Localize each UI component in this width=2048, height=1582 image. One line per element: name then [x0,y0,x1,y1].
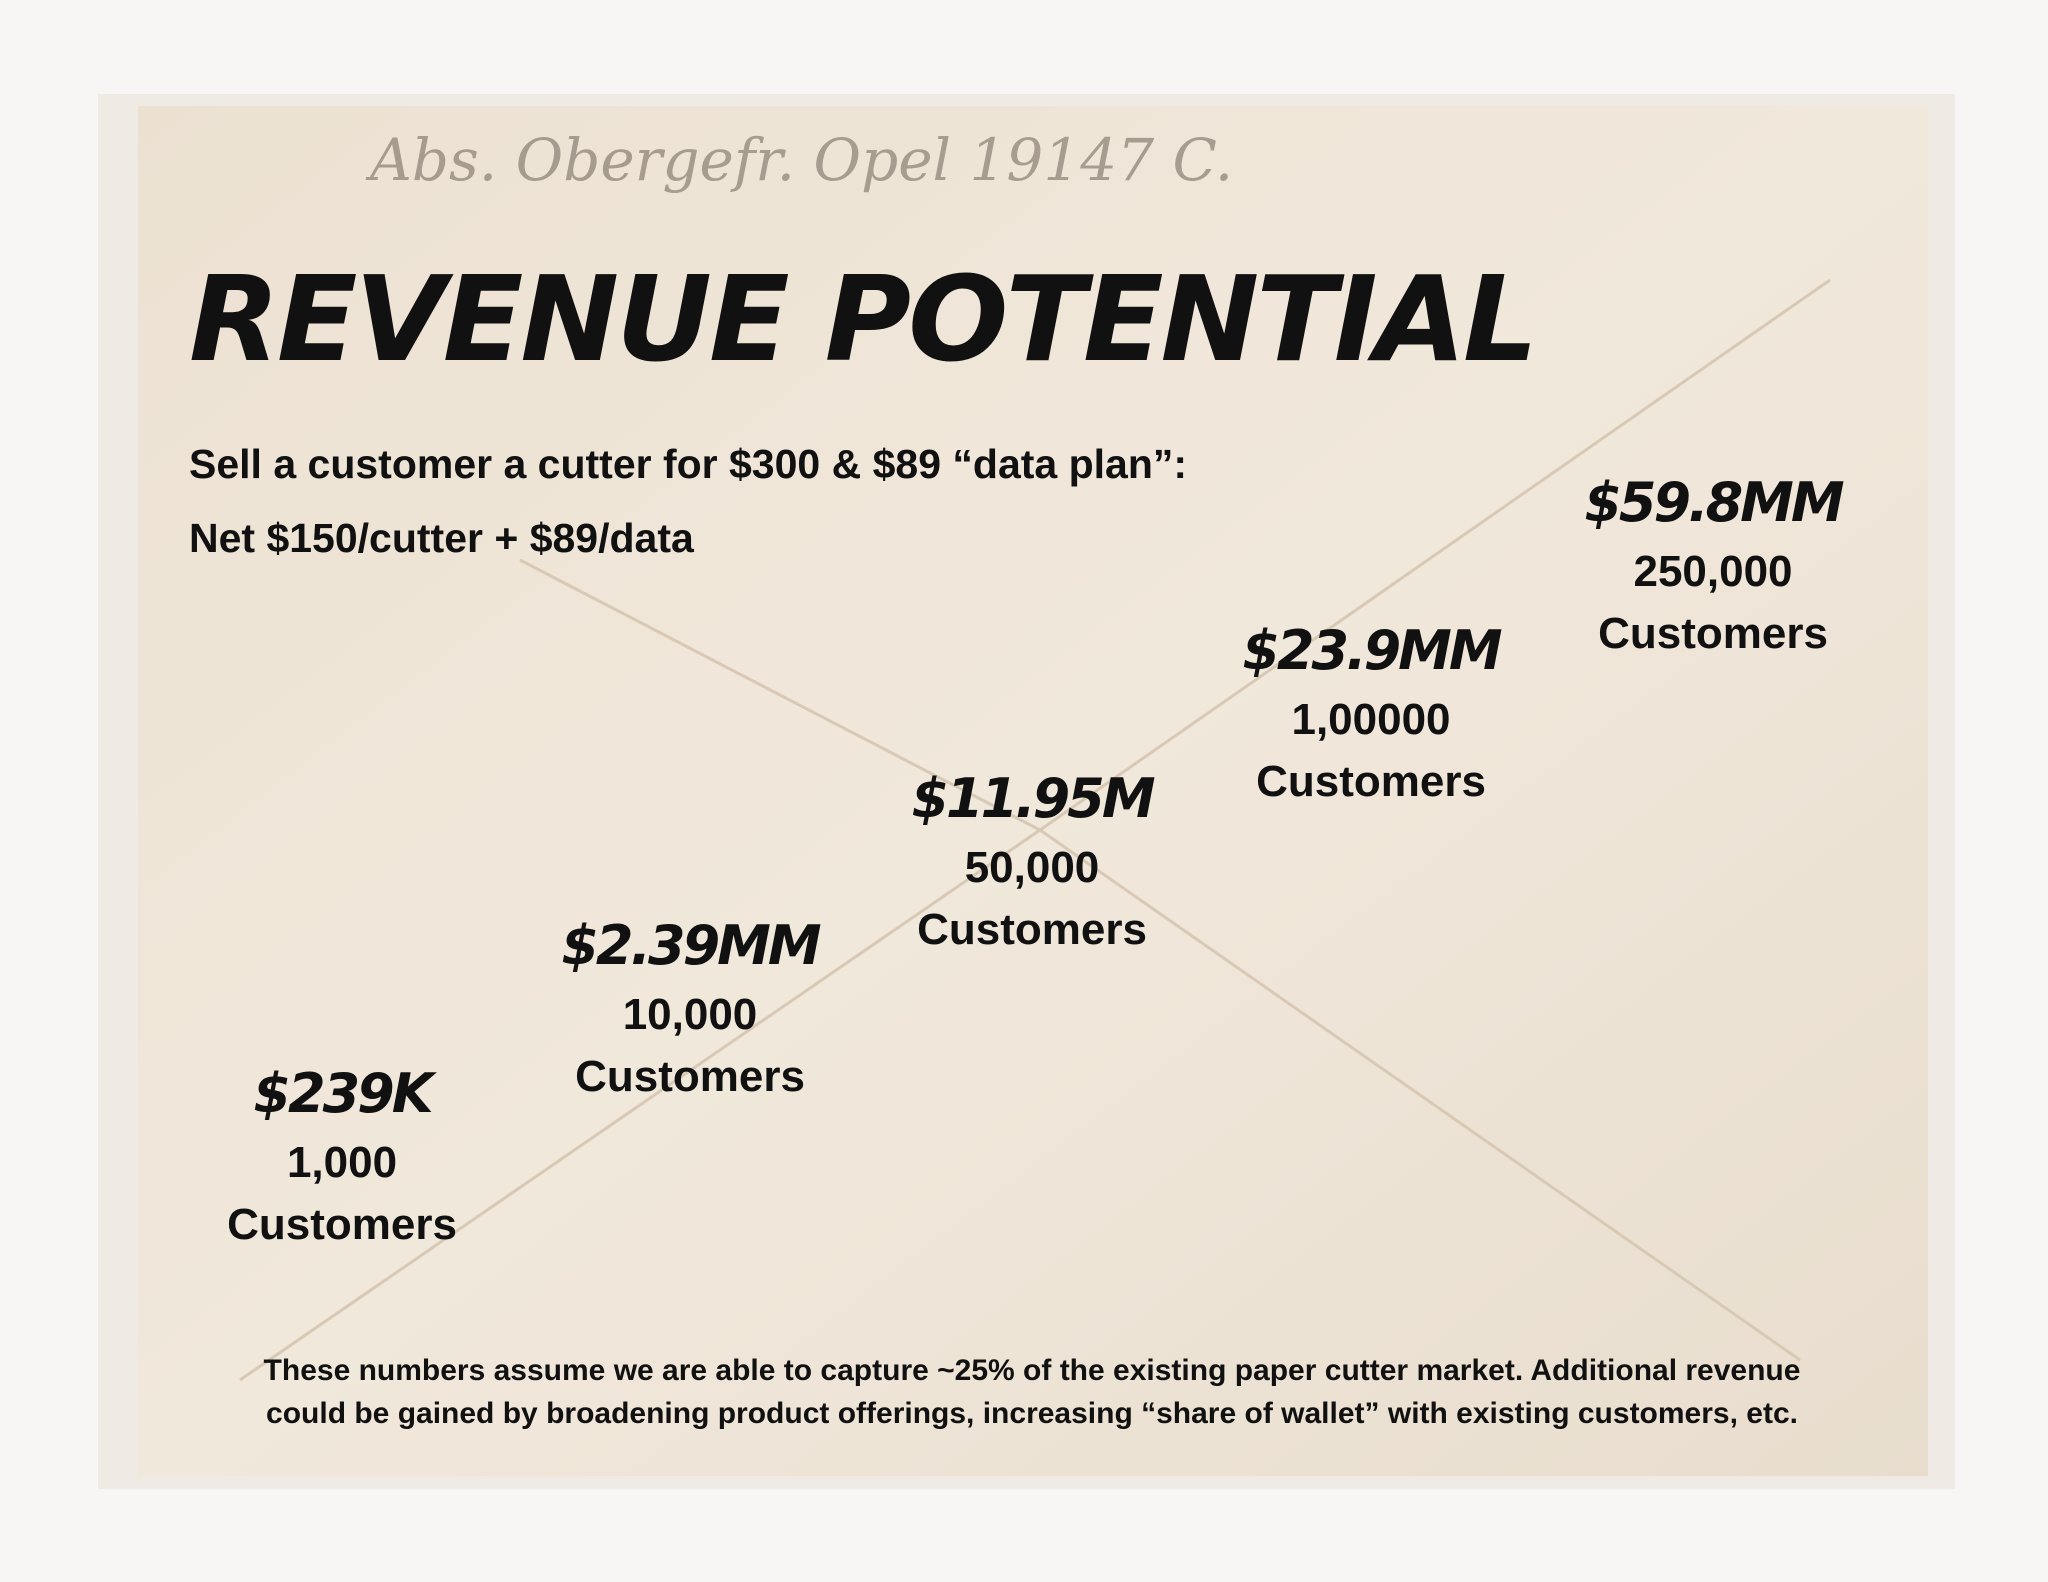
tier-unit: Customers [575,1052,805,1101]
tier-revenue: $59.8MM [1584,471,1844,534]
footnote: These numbers assume we are able to capt… [264,1354,1801,1387]
tier-unit: Customers [1598,609,1828,658]
tier-unit: Customers [917,905,1147,954]
subtitle: Net $150/cutter + $89/data [189,515,695,561]
tier-unit: Customers [1256,757,1486,806]
envelope-folds [239,278,1831,1382]
tier-revenue: $11.95M [911,767,1154,830]
tier-customers: 50,000 [965,843,1100,892]
tier-revenue: $2.39MM [561,914,821,977]
tier-revenue: $23.9MM [1242,619,1502,682]
subtitle: Sell a customer a cutter for $300 & $89 … [189,441,1187,487]
tier-unit: Customers [227,1200,457,1249]
tier-customers: 250,000 [1633,547,1792,596]
title: REVENUE POTENTIAL [189,250,1535,388]
tier-customers: 10,000 [623,990,758,1039]
envelope [138,106,1928,1476]
handwriting: Abs. Obergefr. Opel 19147 C. [365,126,1233,194]
footnote: could be gained by broadening product of… [266,1397,1798,1430]
tier-revenue: $239K [253,1062,437,1125]
tier-customers: 1,00000 [1291,695,1450,744]
tier-customers: 1,000 [287,1138,397,1187]
tiers: $239K 1,000 Customers $2.39MM 10,000 Customer… [227,471,1847,1249]
